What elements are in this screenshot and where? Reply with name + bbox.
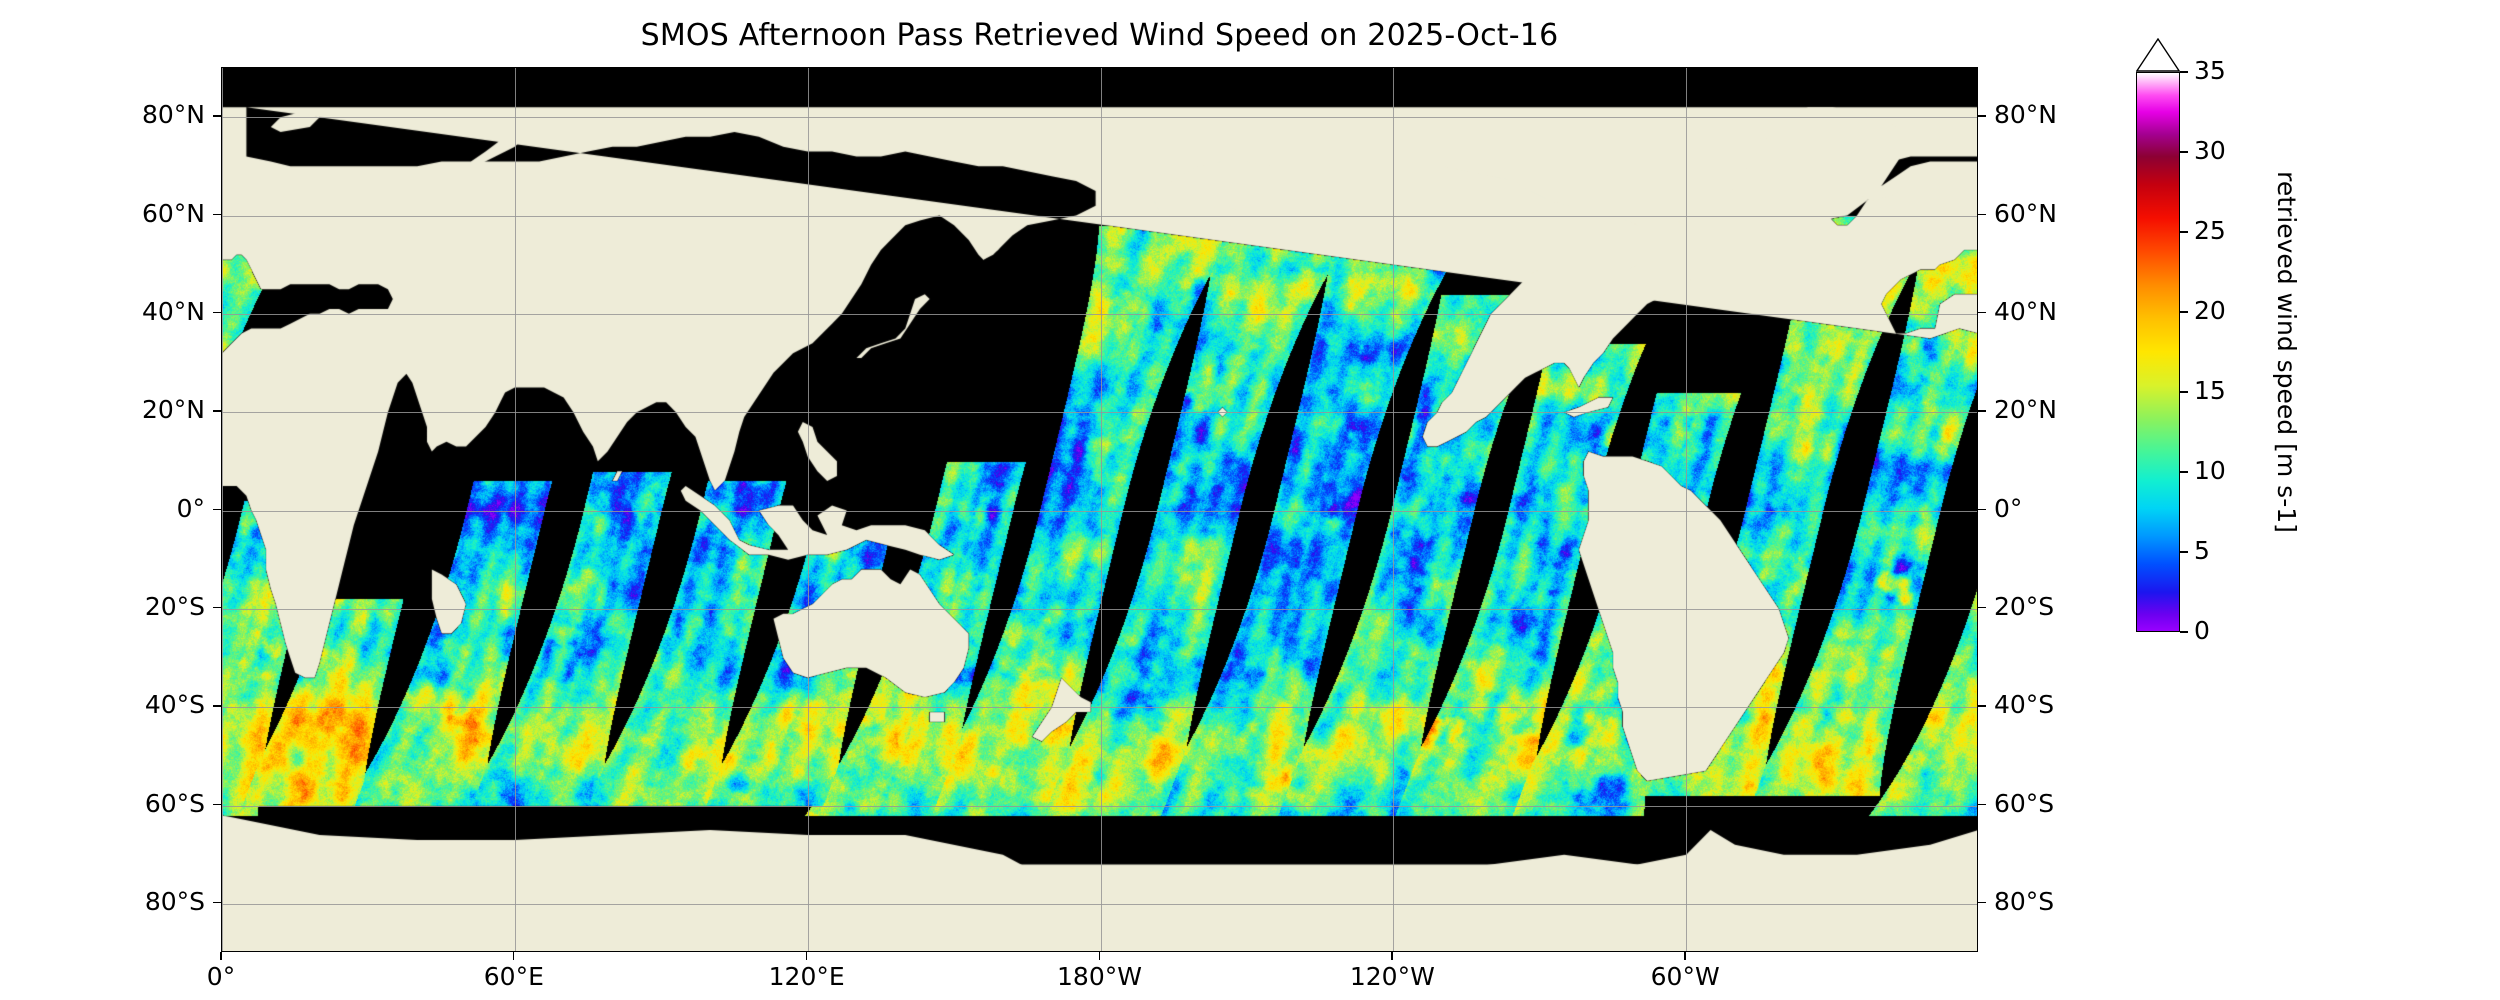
- colorbar-tick-label: 15: [2194, 376, 2226, 405]
- x-tick-label: 60°E: [483, 962, 544, 991]
- map-axes[interactable]: [221, 67, 1978, 952]
- y-tick-label-right: 0°: [1994, 493, 2023, 523]
- y-tick-mark-left: [213, 508, 221, 511]
- y-tick-mark-right: [1978, 901, 1986, 904]
- colorbar-tick-mark: [2180, 231, 2188, 233]
- colorbar-tick-label: 0: [2194, 616, 2210, 645]
- x-tick-label: 0°: [206, 962, 236, 991]
- y-tick-label-right: 20°N: [1994, 395, 2058, 425]
- y-tick-mark-right: [1978, 803, 1986, 806]
- x-tick-label: 180°W: [1057, 962, 1142, 991]
- colorbar-tick-label: 20: [2194, 296, 2226, 325]
- colorbar-extend-arrow-icon: [2136, 38, 2180, 72]
- y-tick-mark-left: [213, 311, 221, 314]
- x-tick-label: 120°E: [768, 962, 845, 991]
- y-tick-label-right: 20°S: [1994, 591, 2055, 621]
- colorbar-gradient: [2137, 73, 2179, 631]
- y-tick-label-left: 20°S: [144, 591, 205, 621]
- y-tick-label-right: 80°S: [1994, 886, 2055, 916]
- colorbar-gradient-track[interactable]: [2136, 72, 2180, 632]
- y-tick-mark-right: [1978, 213, 1986, 216]
- x-tick-label: 60°W: [1650, 962, 1720, 991]
- y-tick-label-left: 60°N: [141, 198, 205, 228]
- colorbar-tick-label: 25: [2194, 216, 2226, 245]
- colorbar-tick-label: 35: [2194, 56, 2226, 85]
- y-tick-mark-right: [1978, 410, 1986, 412]
- y-tick-label-right: 40°N: [1994, 296, 2058, 326]
- y-tick-label-left: 0°: [176, 493, 205, 523]
- y-tick-label-left: 40°S: [144, 690, 205, 720]
- colorbar-tick-label: 5: [2194, 536, 2210, 565]
- x-tick-mark: [805, 952, 808, 960]
- y-tick-label-right: 60°S: [1994, 788, 2055, 818]
- x-tick-mark: [1684, 952, 1686, 960]
- y-tick-label-right: 60°N: [1994, 198, 2058, 228]
- x-tick-mark: [1391, 952, 1393, 960]
- colorbar-tick-label: 10: [2194, 456, 2226, 485]
- y-tick-mark-left: [213, 115, 221, 117]
- y-tick-mark-left: [213, 606, 221, 609]
- y-tick-label-right: 80°N: [1994, 100, 2058, 130]
- colorbar-tick-mark: [2180, 551, 2188, 553]
- colorbar-tick-mark: [2180, 391, 2188, 393]
- x-tick-mark: [1098, 952, 1101, 960]
- y-tick-label-right: 40°S: [1994, 690, 2055, 720]
- y-tick-mark-right: [1978, 115, 1986, 117]
- y-tick-label-left: 80°N: [141, 100, 205, 130]
- y-tick-mark-right: [1978, 311, 1986, 314]
- y-tick-mark-left: [213, 213, 221, 216]
- y-tick-mark-right: [1978, 705, 1986, 707]
- colorbar-tick-label: 30: [2194, 136, 2226, 165]
- x-tick-label: 120°W: [1349, 962, 1435, 991]
- colorbar-tick-mark: [2180, 631, 2188, 633]
- page-title: SMOS Afternoon Pass Retrieved Wind Speed…: [640, 18, 1559, 53]
- colorbar-tick-mark: [2180, 471, 2188, 473]
- y-tick-label-left: 60°S: [144, 788, 205, 818]
- colorbar-tick-mark: [2180, 151, 2188, 153]
- y-tick-mark-left: [213, 705, 221, 707]
- y-tick-mark-left: [213, 410, 221, 412]
- colorbar[interactable]: 0 5 10 15 20 25 30 35 retrieved wind speed [m s…: [2136, 38, 2466, 963]
- y-tick-label-left: 80°S: [144, 886, 205, 916]
- colorbar-label: retrieved wind speed [m s-1]: [2272, 171, 2301, 533]
- y-tick-label-left: 20°N: [141, 395, 205, 425]
- satellite-swath-layer: [222, 68, 1977, 951]
- colorbar-tick-mark: [2180, 71, 2188, 73]
- y-tick-mark-right: [1978, 606, 1986, 609]
- y-tick-label-left: 40°N: [141, 296, 205, 326]
- y-tick-mark-right: [1978, 508, 1986, 511]
- y-tick-mark-left: [213, 803, 221, 806]
- colorbar-tick-mark: [2180, 311, 2188, 313]
- x-tick-mark: [220, 952, 222, 960]
- x-tick-mark: [512, 952, 515, 960]
- y-tick-mark-left: [213, 901, 221, 904]
